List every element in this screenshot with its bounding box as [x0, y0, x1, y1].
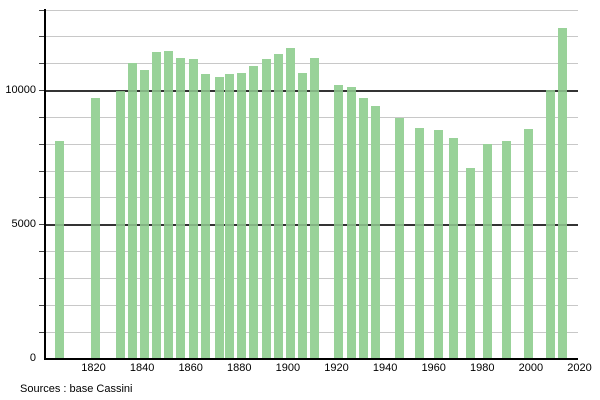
bar-1872 [215, 76, 225, 360]
bar-1821 [91, 98, 101, 360]
y-tick-8000 [39, 143, 44, 145]
bar-1906 [297, 72, 307, 360]
bar-1999 [523, 128, 533, 360]
bar-1896 [273, 53, 283, 360]
bar-1891 [261, 59, 271, 360]
bar-1990 [502, 141, 512, 360]
bar-1968 [448, 138, 458, 360]
major-gridline-overlay-10000 [44, 89, 578, 92]
bar-1856 [176, 57, 186, 360]
x-axis-label-1860: 1860 [178, 362, 203, 374]
x-axis-label-2000: 2000 [518, 362, 544, 374]
bar-1841 [140, 69, 150, 360]
bar-1962 [434, 130, 444, 360]
x-axis-label-1880: 1880 [227, 362, 252, 374]
x-axis-label-1840: 1840 [129, 362, 155, 374]
y-axis-label-0: 0 [29, 352, 36, 364]
x-axis-label-1940: 1940 [372, 362, 398, 374]
y-axis-label-10000: 10000 [5, 83, 36, 96]
bar-1901 [285, 48, 295, 360]
y-tick-13000 [39, 9, 44, 11]
major-gridline-overlay-5000 [44, 223, 578, 226]
bar-1846 [152, 52, 162, 360]
bar-1936 [370, 106, 380, 360]
y-axis-line [44, 9, 46, 360]
bar-1861 [188, 59, 198, 360]
bar-1926 [346, 87, 356, 360]
bar-1876 [225, 73, 235, 360]
y-tick-2000 [39, 304, 44, 306]
bar-1881 [237, 72, 247, 360]
bar-1851 [164, 51, 174, 360]
y-tick-5000 [39, 224, 44, 226]
bar-1946 [395, 118, 405, 360]
x-axis-label-1920: 1920 [324, 362, 349, 374]
y-tick-3000 [39, 277, 44, 279]
y-tick-9000 [39, 116, 44, 118]
bar-1911 [310, 57, 320, 360]
y-tick-4000 [39, 251, 44, 253]
bar-1886 [249, 65, 259, 360]
minor-gridline-13000 [44, 9, 578, 11]
bar-2013 [557, 28, 567, 360]
y-tick-10000 [39, 90, 44, 92]
y-tick-1000 [39, 331, 44, 333]
source-caption: Sources : base Cassini [20, 383, 133, 395]
bar-1806 [54, 141, 64, 360]
x-axis-label-1960: 1960 [421, 362, 446, 374]
bar-1982 [482, 143, 492, 360]
bar-1931 [358, 98, 368, 360]
y-tick-7000 [39, 170, 44, 172]
bar-1866 [200, 73, 210, 360]
bar-1831 [115, 91, 125, 360]
bar-2008 [545, 90, 555, 360]
bar-1921 [334, 84, 344, 360]
bar-1836 [127, 63, 137, 360]
y-tick-6000 [39, 197, 44, 199]
bar-1954 [414, 127, 424, 360]
x-axis-label-1980: 1980 [470, 362, 495, 374]
y-tick-12000 [39, 36, 44, 38]
y-tick-11000 [39, 63, 44, 65]
x-axis-label-1820: 1820 [81, 362, 106, 374]
y-axis-label-5000: 5000 [11, 217, 36, 230]
x-axis-label-2020: 2020 [567, 362, 592, 374]
x-axis-line [44, 358, 578, 360]
x-axis-label-1900: 1900 [275, 362, 301, 374]
bar-1975 [465, 167, 475, 360]
minor-gridline-12000 [44, 36, 578, 38]
